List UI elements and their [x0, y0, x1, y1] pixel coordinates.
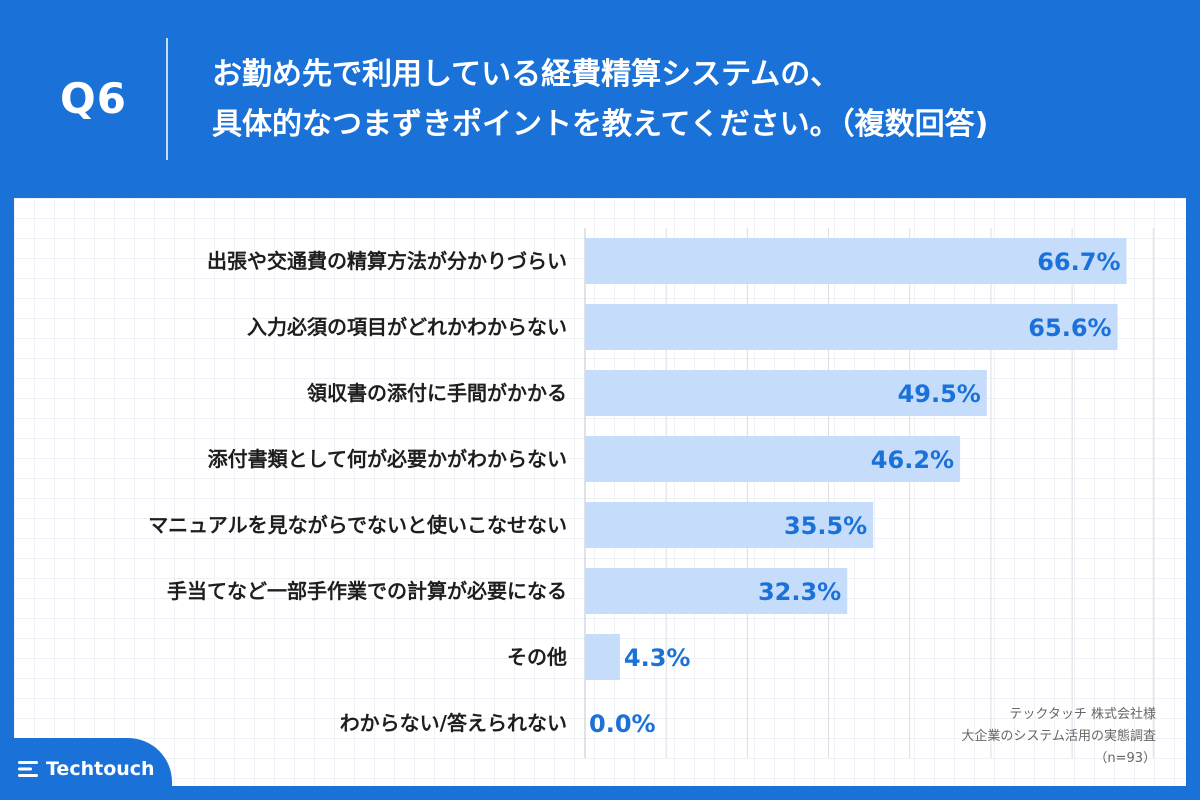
value-label: 0.0%: [589, 710, 656, 738]
bar-chart: 出張や交通費の精算方法が分かりづらい 66.7% 入力必須の項目がどれかわからない 6…: [148, 228, 1154, 758]
bar: [585, 502, 874, 548]
menu-lines-icon: [18, 761, 38, 777]
bar: [585, 634, 620, 680]
category-label: その他: [507, 645, 567, 669]
header: Q6 お勤め先で利用している経費精算システムの、 具体的なつまずきポイントを教え…: [0, 0, 1200, 198]
header-divider: [166, 38, 168, 160]
category-label: わからない/答えられない: [340, 711, 567, 735]
category-label: 添付書類として何が必要かがわからない: [208, 447, 567, 471]
bar: [585, 370, 987, 416]
value-label: 46.2%: [871, 446, 954, 474]
question-title: お勤め先で利用している経費精算システムの、 具体的なつまずきポイントを教えてくだ…: [212, 50, 1172, 150]
source-survey: 大企業のシステム活用の実態調査: [961, 729, 1156, 744]
logo-text: Techtouch: [46, 758, 155, 780]
value-label: 32.3%: [758, 578, 841, 606]
category-label: 入力必須の項目がどれかわからない: [247, 315, 567, 339]
source-sample-size: （n=93）: [1094, 751, 1156, 766]
value-label: 65.6%: [1028, 314, 1111, 342]
category-label: 手当てなど一部手作業での計算が必要になる: [167, 579, 567, 603]
bar: [585, 238, 1127, 284]
question-title-line-2: 具体的なつまずきポイントを教えてください。（複数回答): [212, 107, 989, 142]
source-company: テックタッチ 株式会社様: [1009, 707, 1156, 722]
category-label: 出張や交通費の精算方法が分かりづらい: [207, 249, 567, 273]
value-label: 35.5%: [784, 512, 867, 540]
bar: [585, 436, 961, 482]
value-label: 49.5%: [898, 380, 981, 408]
category-label: 領収書の添付に手間がかかる: [307, 381, 567, 405]
value-label: 66.7%: [1037, 248, 1120, 276]
techtouch-logo: Techtouch: [18, 758, 155, 780]
bar: [585, 568, 848, 614]
category-label: マニュアルを見ながらでないと使いこなせない: [148, 513, 567, 537]
value-label: 4.3%: [624, 644, 691, 672]
bar: [585, 304, 1118, 350]
chart-panel: 出張や交通費の精算方法が分かりづらい 66.7% 入力必須の項目がどれかわからない 6…: [14, 198, 1186, 786]
question-title-line-1: お勤め先で利用している経費精算システムの、: [212, 57, 841, 92]
question-number: Q6: [60, 74, 127, 123]
source-note: テックタッチ 株式会社様 大企業のシステム活用の実態調査 （n=93）: [961, 704, 1156, 770]
